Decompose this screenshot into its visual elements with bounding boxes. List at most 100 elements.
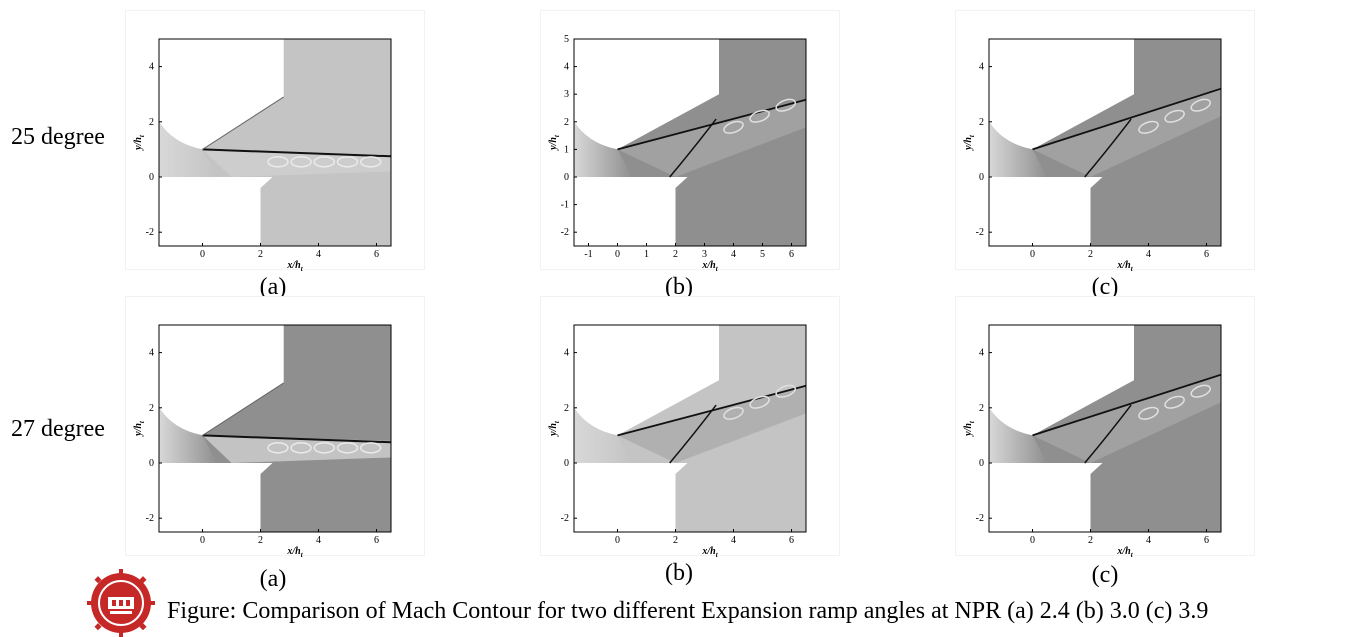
inlet-region bbox=[989, 121, 1047, 177]
flow-field bbox=[159, 39, 392, 246]
flow-field bbox=[574, 325, 807, 532]
y-tick-label: -2 bbox=[976, 513, 984, 524]
x-tick-label: 0 bbox=[200, 535, 205, 546]
x-tick-label: 4 bbox=[731, 535, 736, 546]
plot-frame bbox=[573, 324, 807, 533]
figure-caption: Figure: Comparison of Mach Contour for t… bbox=[167, 598, 1209, 624]
shock-cell bbox=[290, 442, 312, 454]
y-tick-label: -1 bbox=[561, 200, 569, 211]
x-tick-label: 2 bbox=[1088, 249, 1093, 260]
x-axis-label: x/ht bbox=[701, 546, 718, 557]
shear-layer bbox=[202, 148, 392, 158]
plot-frame bbox=[573, 38, 807, 247]
y-tick-label: -2 bbox=[976, 227, 984, 238]
nozzle-lower-wall bbox=[989, 463, 1103, 532]
x-tick-label: 5 bbox=[760, 249, 765, 260]
nozzle-upper-wall bbox=[159, 39, 284, 150]
x-tick-label: 2 bbox=[258, 535, 263, 546]
sub-caption-b-row1: (b) bbox=[665, 274, 693, 300]
y-axis-label: y/ht bbox=[963, 420, 976, 437]
shock-cell bbox=[290, 156, 312, 168]
x-tick-label: 0 bbox=[1030, 249, 1035, 260]
y-tick-label: 4 bbox=[979, 348, 984, 359]
y-tick-label: 5 bbox=[564, 34, 569, 45]
shear-layer bbox=[202, 434, 392, 444]
x-tick-label: 4 bbox=[1146, 535, 1151, 546]
x-tick-label: 0 bbox=[615, 535, 620, 546]
shock-cell bbox=[336, 156, 359, 168]
shear-layer bbox=[1032, 87, 1222, 151]
x-axis-label: x/ht bbox=[701, 260, 718, 271]
y-axis-label: y/ht bbox=[548, 134, 561, 151]
shock-cell bbox=[1164, 109, 1185, 123]
sub-caption-c-row2: (c) bbox=[1091, 562, 1119, 588]
y-tick-label: 4 bbox=[979, 62, 984, 73]
shock-cell bbox=[1190, 98, 1212, 112]
x-axis-label: x/ht bbox=[286, 546, 303, 557]
y-tick-label: 4 bbox=[564, 348, 569, 359]
x-tick-label: 6 bbox=[1204, 249, 1209, 260]
shock-cell bbox=[723, 406, 744, 420]
x-tick-label: -1 bbox=[584, 249, 592, 260]
inlet-region bbox=[574, 121, 632, 177]
y-tick-label: 0 bbox=[979, 172, 984, 183]
shock-cell bbox=[749, 109, 770, 123]
y-axis-label: y/ht bbox=[963, 134, 976, 151]
nozzle-lower-wall bbox=[159, 463, 273, 532]
y-tick-label: 4 bbox=[149, 348, 154, 359]
plot-frame bbox=[158, 324, 392, 533]
y-tick-label: 0 bbox=[979, 458, 984, 469]
oblique-shock bbox=[669, 118, 717, 178]
y-tick-label: -2 bbox=[561, 227, 569, 238]
nozzle-upper-wall bbox=[574, 325, 719, 436]
oblique-shock bbox=[1084, 118, 1132, 178]
x-tick-label: 4 bbox=[316, 249, 321, 260]
y-axis-label: y/ht bbox=[548, 420, 561, 437]
flow-field bbox=[989, 39, 1222, 246]
nozzle-lower-wall bbox=[159, 177, 273, 246]
nozzle-lower-wall bbox=[989, 177, 1103, 246]
y-tick-label: -2 bbox=[146, 227, 154, 238]
x-tick-label: 0 bbox=[1030, 535, 1035, 546]
flow-field bbox=[159, 325, 392, 532]
x-tick-label: 6 bbox=[374, 535, 379, 546]
contour-plot-25deg-npr-2-4: 0 2 4 6 -2 0 2 4 x/ht y/ht bbox=[125, 10, 425, 271]
x-tick-label: 1 bbox=[644, 249, 649, 260]
jet-plume bbox=[617, 385, 806, 463]
nozzle-upper-wall bbox=[159, 325, 284, 436]
x-axis-label: x/ht bbox=[286, 260, 303, 271]
row-label-27-degree: 27 degree bbox=[11, 416, 105, 442]
nozzle-upper-wall bbox=[989, 39, 1134, 150]
shear-layer bbox=[1032, 373, 1222, 437]
x-tick-label: 2 bbox=[673, 249, 678, 260]
y-tick-label: 2 bbox=[149, 117, 154, 128]
x-axis-label: x/ht bbox=[1116, 260, 1133, 271]
shock-cell bbox=[749, 395, 770, 409]
y-axis-label: y/ht bbox=[133, 420, 146, 437]
plot-frame bbox=[988, 38, 1222, 247]
flow-field bbox=[574, 39, 807, 246]
shock-cell bbox=[267, 156, 289, 168]
contour-plot-27deg-npr-2-4: 0 2 4 6 -2 0 2 4 x/ht y/ht bbox=[125, 296, 425, 557]
row-label-25-degree: 25 degree bbox=[11, 124, 105, 150]
x-tick-label: 6 bbox=[374, 249, 379, 260]
contour-plot-27deg-npr-3-0: 0 2 4 6 -2 0 2 4 x/ht y/ht bbox=[540, 296, 840, 557]
y-tick-label: 2 bbox=[564, 117, 569, 128]
y-tick-label: -2 bbox=[561, 513, 569, 524]
x-tick-label: 4 bbox=[731, 249, 736, 260]
y-tick-label: 0 bbox=[564, 172, 569, 183]
sub-caption-c-row1: (c) bbox=[1091, 274, 1119, 300]
shock-cell bbox=[313, 156, 336, 168]
contour-plot-25deg-npr-3-9: 0 2 4 6 -2 0 2 4 x/ht y/ht bbox=[955, 10, 1255, 271]
shock-cell bbox=[359, 442, 382, 454]
shock-cell bbox=[313, 442, 336, 454]
x-tick-label: 0 bbox=[615, 249, 620, 260]
x-tick-label: 0 bbox=[200, 249, 205, 260]
y-tick-label: 4 bbox=[149, 62, 154, 73]
inlet-region bbox=[574, 407, 632, 463]
plot-frame bbox=[158, 38, 392, 247]
x-tick-label: 2 bbox=[1088, 535, 1093, 546]
y-tick-label: 2 bbox=[979, 117, 984, 128]
shock-cell bbox=[267, 442, 289, 454]
shock-cell bbox=[359, 156, 382, 168]
